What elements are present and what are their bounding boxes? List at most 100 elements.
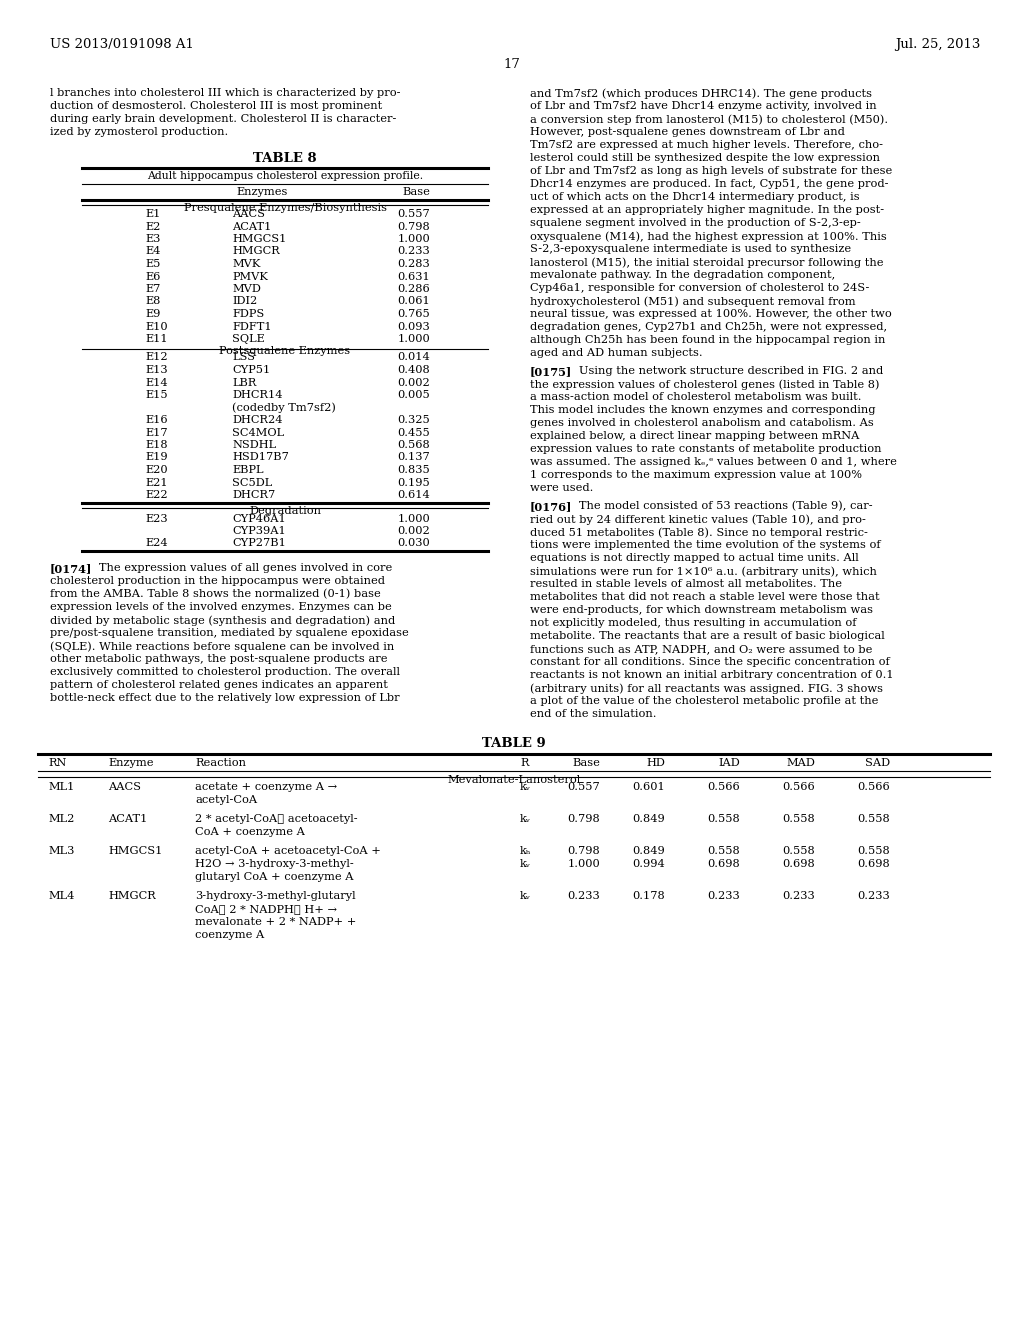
Text: 0.233: 0.233 <box>397 247 430 256</box>
Text: 0.233: 0.233 <box>782 891 815 902</box>
Text: hydroxycholesterol (M51) and subsequent removal from: hydroxycholesterol (M51) and subsequent … <box>530 296 856 306</box>
Text: metabolite. The reactants that are a result of basic biological: metabolite. The reactants that are a res… <box>530 631 885 642</box>
Text: pattern of cholesterol related genes indicates an apparent: pattern of cholesterol related genes ind… <box>50 680 388 690</box>
Text: 0.566: 0.566 <box>708 781 740 792</box>
Text: ACAT1: ACAT1 <box>108 814 147 824</box>
Text: E4: E4 <box>145 247 161 256</box>
Text: was assumed. The assigned kₑ,ᵉ values between 0 and 1, where: was assumed. The assigned kₑ,ᵉ values be… <box>530 457 897 467</box>
Text: glutaryl CoA + coenzyme A: glutaryl CoA + coenzyme A <box>195 873 353 882</box>
Text: CoA + coenzyme A: CoA + coenzyme A <box>195 828 305 837</box>
Text: aged and AD human subjects.: aged and AD human subjects. <box>530 348 702 358</box>
Text: Postsqualene Enzymes: Postsqualene Enzymes <box>219 346 350 356</box>
Text: kₕ: kₕ <box>520 846 531 855</box>
Text: expressed at an appropriately higher magnitude. In the post-: expressed at an appropriately higher mag… <box>530 205 884 215</box>
Text: 0.698: 0.698 <box>782 859 815 869</box>
Text: other metabolic pathways, the post-squalene products are: other metabolic pathways, the post-squal… <box>50 653 387 664</box>
Text: 0.178: 0.178 <box>632 891 665 902</box>
Text: IAD: IAD <box>718 758 740 768</box>
Text: E24: E24 <box>145 539 168 549</box>
Text: E20: E20 <box>145 465 168 475</box>
Text: 0.093: 0.093 <box>397 322 430 331</box>
Text: 0.568: 0.568 <box>397 440 430 450</box>
Text: 0.137: 0.137 <box>397 453 430 462</box>
Text: 0.002: 0.002 <box>397 378 430 388</box>
Text: SQLE: SQLE <box>232 334 265 345</box>
Text: 0.698: 0.698 <box>857 859 890 869</box>
Text: MVK: MVK <box>232 259 260 269</box>
Text: kᵥ: kᵥ <box>520 781 531 792</box>
Text: 0.030: 0.030 <box>397 539 430 549</box>
Text: 0.849: 0.849 <box>632 846 665 855</box>
Text: Mevalonate-Lanosterol: Mevalonate-Lanosterol <box>447 775 581 785</box>
Text: PMVK: PMVK <box>232 272 268 281</box>
Text: 0.283: 0.283 <box>397 259 430 269</box>
Text: from the AMBA. Table 8 shows the normalized (0-1) base: from the AMBA. Table 8 shows the normali… <box>50 589 381 599</box>
Text: ML4: ML4 <box>48 891 75 902</box>
Text: However, post-squalene genes downstream of Lbr and: However, post-squalene genes downstream … <box>530 127 845 137</box>
Text: E5: E5 <box>145 259 161 269</box>
Text: Adult hippocampus cholesterol expression profile.: Adult hippocampus cholesterol expression… <box>146 172 423 181</box>
Text: [0176]: [0176] <box>530 502 572 512</box>
Text: CYP39A1: CYP39A1 <box>232 525 286 536</box>
Text: uct of which acts on the Dhcr14 intermediary product, is: uct of which acts on the Dhcr14 intermed… <box>530 191 859 202</box>
Text: 0.195: 0.195 <box>397 478 430 487</box>
Text: 1.000: 1.000 <box>397 334 430 345</box>
Text: AACS: AACS <box>108 781 141 792</box>
Text: E11: E11 <box>145 334 168 345</box>
Text: E8: E8 <box>145 297 161 306</box>
Text: expression values to rate constants of metabolite production: expression values to rate constants of m… <box>530 444 882 454</box>
Text: (SQLE). While reactions before squalene can be involved in: (SQLE). While reactions before squalene … <box>50 642 394 652</box>
Text: Cyp46a1, responsible for conversion of cholesterol to 24S-: Cyp46a1, responsible for conversion of c… <box>530 282 869 293</box>
Text: 0.558: 0.558 <box>708 846 740 855</box>
Text: a conversion step from lanosterol (M15) to cholesterol (M50).: a conversion step from lanosterol (M15) … <box>530 114 888 124</box>
Text: 0.005: 0.005 <box>397 389 430 400</box>
Text: constant for all conditions. Since the specific concentration of: constant for all conditions. Since the s… <box>530 657 890 667</box>
Text: kᵥ: kᵥ <box>520 859 531 869</box>
Text: ized by zymosterol production.: ized by zymosterol production. <box>50 127 228 137</box>
Text: 0.614: 0.614 <box>397 490 430 500</box>
Text: ACAT1: ACAT1 <box>232 222 271 231</box>
Text: of Lbr and Tm7sf2 as long as high levels of substrate for these: of Lbr and Tm7sf2 as long as high levels… <box>530 166 892 176</box>
Text: 0.233: 0.233 <box>708 891 740 902</box>
Text: FDFT1: FDFT1 <box>232 322 271 331</box>
Text: kᵥ: kᵥ <box>520 814 531 824</box>
Text: R: R <box>520 758 528 768</box>
Text: 0.558: 0.558 <box>782 814 815 824</box>
Text: tions were implemented the time evolution of the systems of: tions were implemented the time evolutio… <box>530 540 881 550</box>
Text: E19: E19 <box>145 453 168 462</box>
Text: ML2: ML2 <box>48 814 75 824</box>
Text: 0.798: 0.798 <box>397 222 430 231</box>
Text: mevalonate + 2 * NADP+ +: mevalonate + 2 * NADP+ + <box>195 917 356 927</box>
Text: 1.000: 1.000 <box>567 859 600 869</box>
Text: 0.325: 0.325 <box>397 414 430 425</box>
Text: 0.557: 0.557 <box>567 781 600 792</box>
Text: Dhcr14 enzymes are produced. In fact, Cyp51, the gene prod-: Dhcr14 enzymes are produced. In fact, Cy… <box>530 180 889 189</box>
Text: reactants is not known an initial arbitrary concentration of 0.1: reactants is not known an initial arbitr… <box>530 671 894 680</box>
Text: 1.000: 1.000 <box>397 234 430 244</box>
Text: E17: E17 <box>145 428 168 437</box>
Text: E6: E6 <box>145 272 161 281</box>
Text: HD: HD <box>646 758 665 768</box>
Text: bottle-neck effect due to the relatively low expression of Lbr: bottle-neck effect due to the relatively… <box>50 693 399 704</box>
Text: Enzymes: Enzymes <box>237 187 288 197</box>
Text: E1: E1 <box>145 209 161 219</box>
Text: LSS: LSS <box>232 352 255 363</box>
Text: E9: E9 <box>145 309 161 319</box>
Text: a plot of the value of the cholesterol metabolic profile at the: a plot of the value of the cholesterol m… <box>530 696 879 706</box>
Text: 0.994: 0.994 <box>632 859 665 869</box>
Text: neural tissue, was expressed at 100%. However, the other two: neural tissue, was expressed at 100%. Ho… <box>530 309 892 319</box>
Text: (codedby Tm7sf2): (codedby Tm7sf2) <box>232 403 336 413</box>
Text: 0.849: 0.849 <box>632 814 665 824</box>
Text: duced 51 metabolites (Table 8). Since no temporal restric-: duced 51 metabolites (Table 8). Since no… <box>530 527 868 537</box>
Text: (arbitrary units) for all reactants was assigned. FIG. 3 shows: (arbitrary units) for all reactants was … <box>530 682 883 693</box>
Text: CYP51: CYP51 <box>232 366 270 375</box>
Text: HMGCR: HMGCR <box>232 247 280 256</box>
Text: 0.558: 0.558 <box>857 814 890 824</box>
Text: CoAⓇ 2 * NADPHⓇ H+ →: CoAⓇ 2 * NADPHⓇ H+ → <box>195 904 337 913</box>
Text: E12: E12 <box>145 352 168 363</box>
Text: lanosterol (M15), the initial steroidal precursor following the: lanosterol (M15), the initial steroidal … <box>530 257 884 268</box>
Text: of Lbr and Tm7sf2 have Dhcr14 enzyme activity, involved in: of Lbr and Tm7sf2 have Dhcr14 enzyme act… <box>530 102 877 111</box>
Text: HMGCS1: HMGCS1 <box>232 234 287 244</box>
Text: although Ch25h has been found in the hippocampal region in: although Ch25h has been found in the hip… <box>530 335 886 345</box>
Text: 0.566: 0.566 <box>782 781 815 792</box>
